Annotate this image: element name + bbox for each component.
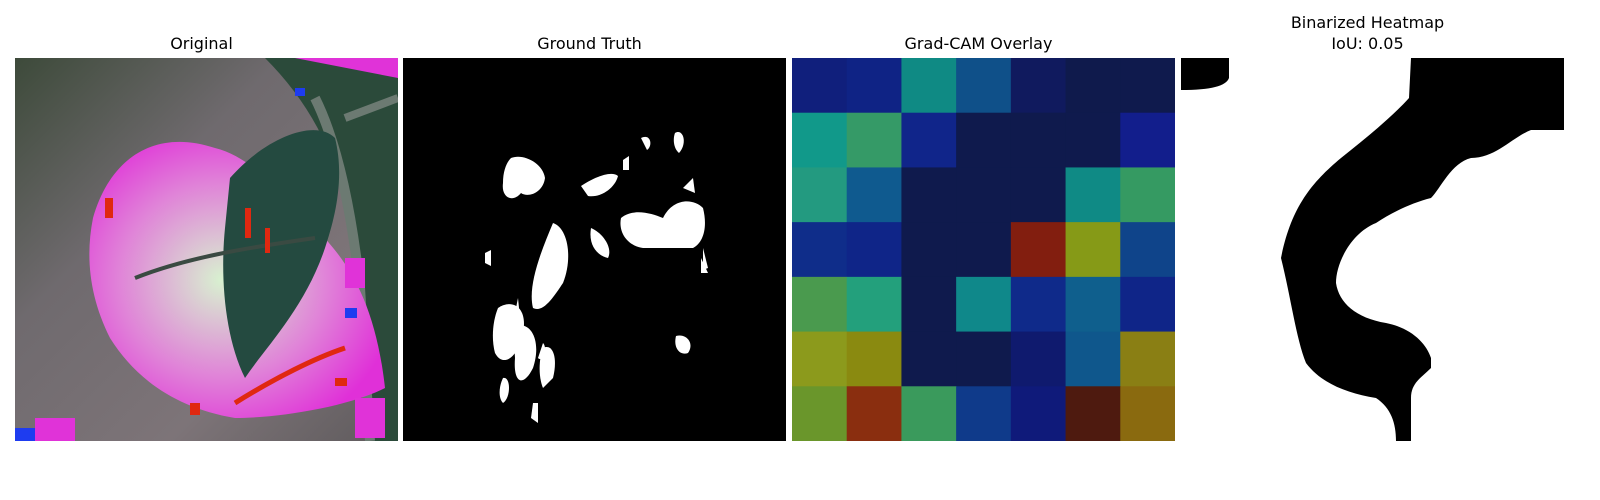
gradcam-cell bbox=[846, 386, 902, 441]
panel-title-ground-truth: Ground Truth bbox=[537, 34, 642, 53]
gradcam-cell bbox=[1120, 386, 1175, 441]
panel-title-gradcam: Grad-CAM Overlay bbox=[904, 34, 1053, 53]
gradcam-overlay bbox=[792, 58, 1175, 441]
panel-title-original: Original bbox=[170, 34, 233, 53]
gradcam-cell bbox=[1120, 331, 1175, 387]
gradcam-cell bbox=[846, 276, 902, 333]
gradcam-cell bbox=[901, 222, 957, 278]
gradcam-cell bbox=[901, 386, 957, 441]
gradcam-cell bbox=[956, 386, 1012, 441]
gradcam-cell bbox=[901, 58, 957, 114]
ground-truth-mask bbox=[403, 58, 786, 441]
gradcam-cell bbox=[792, 276, 848, 333]
gradcam-cell bbox=[1010, 167, 1067, 223]
gradcam-cell bbox=[1065, 386, 1121, 441]
gradcam-cell bbox=[792, 167, 848, 223]
gradcam-cell bbox=[1065, 222, 1121, 278]
gradcam-cell bbox=[846, 167, 902, 223]
gradcam-cell bbox=[1010, 112, 1067, 168]
gradcam-cell bbox=[901, 331, 957, 387]
gradcam-cell bbox=[846, 222, 902, 278]
gradcam-cell bbox=[956, 112, 1012, 168]
gradcam-cell bbox=[1065, 167, 1121, 223]
gradcam-cell bbox=[846, 112, 902, 168]
panel-title-binarized: Binarized Heatmap bbox=[1290, 13, 1445, 32]
gradcam-cell bbox=[1010, 222, 1067, 278]
gradcam-cell bbox=[1120, 167, 1175, 223]
gradcam-cell bbox=[1120, 58, 1175, 114]
gradcam-cell bbox=[1065, 58, 1121, 114]
gradcam-cell bbox=[956, 58, 1012, 114]
gradcam-cell bbox=[956, 276, 1012, 333]
gradcam-cell bbox=[1010, 58, 1067, 114]
panel-subtitle-iou: IoU: 0.05 bbox=[1331, 34, 1404, 53]
gradcam-cell bbox=[1010, 386, 1067, 441]
gradcam-cell bbox=[1065, 331, 1121, 387]
gradcam-cell bbox=[1120, 276, 1175, 333]
gradcam-cell bbox=[1010, 331, 1067, 387]
gradcam-cell bbox=[792, 331, 848, 387]
gradcam-cell bbox=[1120, 112, 1175, 168]
gradcam-cell bbox=[1010, 276, 1067, 333]
gradcam-cell bbox=[956, 222, 1012, 278]
binarized-heatmap bbox=[1181, 58, 1564, 441]
gradcam-cell bbox=[846, 58, 902, 114]
gradcam-cell bbox=[1120, 222, 1175, 278]
gradcam-cell bbox=[846, 331, 902, 387]
original-image bbox=[15, 58, 398, 441]
gradcam-cell bbox=[1065, 112, 1121, 168]
gradcam-cell bbox=[901, 167, 957, 223]
gradcam-cell bbox=[792, 112, 848, 168]
gradcam-cell bbox=[956, 331, 1012, 387]
gradcam-cell bbox=[901, 276, 957, 333]
gradcam-cell bbox=[792, 222, 848, 278]
gradcam-cell bbox=[1065, 276, 1121, 333]
gradcam-cell bbox=[792, 386, 848, 441]
gradcam-heatmap-grid bbox=[792, 58, 1175, 441]
gradcam-cell bbox=[901, 112, 957, 168]
gradcam-cell bbox=[792, 58, 848, 114]
gradcam-cell bbox=[956, 167, 1012, 223]
